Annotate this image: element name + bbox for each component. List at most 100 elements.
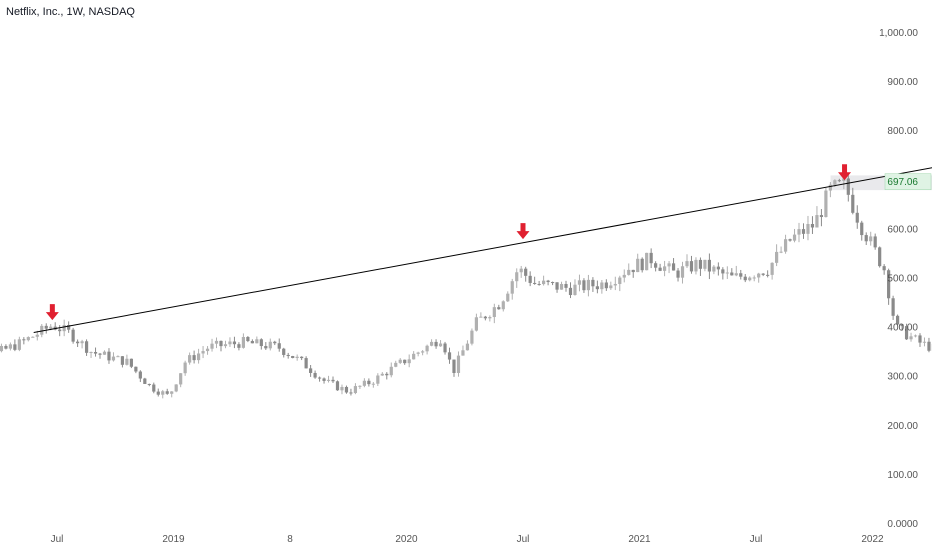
candle-body — [304, 358, 308, 369]
trendline[interactable] — [33, 53, 932, 334]
candle-body — [295, 356, 299, 359]
candle-body — [752, 277, 756, 279]
candle-body — [882, 266, 886, 271]
candle-body — [4, 345, 8, 349]
down-arrow-icon — [45, 304, 59, 321]
y-tick-label: 0.0000 — [887, 519, 918, 530]
candle-body — [192, 355, 196, 361]
candle-body — [398, 359, 402, 363]
candle-body — [429, 341, 434, 346]
candle-body — [828, 184, 832, 191]
candle-body — [210, 343, 214, 349]
candle-body — [380, 373, 384, 376]
candle-body — [394, 362, 398, 367]
candle-body — [577, 280, 582, 285]
candle-body — [353, 386, 358, 394]
candle-body — [17, 339, 21, 350]
candle-body — [846, 178, 850, 195]
candle-body — [662, 266, 667, 271]
candle-body — [564, 283, 568, 288]
candle-body — [425, 345, 429, 352]
candle-body — [264, 346, 268, 349]
y-axis: 0.0000 100.00 200.00 300.00 400.00 500.00 600.… — [879, 28, 932, 530]
x-axis: Jul201982020Jul2021Jul2022Jul2023Jul2024… — [51, 534, 884, 545]
candle-body — [26, 337, 30, 341]
down-arrow-icon — [516, 223, 530, 240]
candle-body — [833, 180, 837, 185]
candle-body — [797, 229, 801, 235]
candle-body — [89, 352, 93, 354]
candle-body — [792, 234, 797, 241]
candle-body — [170, 391, 174, 394]
candle-body — [322, 378, 326, 381]
candle-body — [761, 273, 765, 275]
candle-body — [900, 324, 904, 327]
x-tick-label: Jul — [750, 534, 763, 545]
candle-body — [183, 362, 187, 374]
candle-body — [748, 277, 752, 281]
candle-body — [219, 340, 223, 347]
candle-body — [35, 334, 39, 337]
candle-body — [152, 384, 156, 392]
candle-body — [416, 352, 420, 354]
marker-layer — [45, 164, 852, 321]
candle-body — [501, 301, 505, 310]
candle-body — [8, 344, 12, 349]
y-tick-label: 800.00 — [887, 126, 918, 137]
candle-body — [837, 180, 841, 182]
candle-body — [237, 344, 241, 348]
y-tick-label: 500.00 — [887, 274, 918, 285]
candle-body — [174, 384, 178, 392]
candle-body — [775, 251, 779, 263]
candle-body — [71, 329, 75, 342]
candle-body — [134, 366, 138, 372]
candle-body — [743, 276, 747, 281]
x-tick-label: 2020 — [395, 534, 418, 545]
candle-body — [667, 263, 671, 267]
candle-layer — [0, 170, 932, 399]
candle-body — [479, 316, 483, 318]
candle-body — [568, 287, 573, 296]
candle-body — [300, 356, 304, 359]
candle-body — [241, 336, 245, 348]
candle-body — [84, 341, 89, 353]
candle-body — [179, 373, 183, 385]
candle-body — [93, 352, 98, 354]
candle-body — [649, 252, 653, 264]
candle-body — [456, 355, 461, 373]
candle-body — [824, 190, 828, 218]
candle-body — [842, 178, 846, 181]
candle-body — [698, 259, 703, 269]
candle-body — [205, 348, 210, 352]
candle-body — [156, 391, 160, 395]
candle-body — [317, 377, 322, 379]
candle-body — [277, 343, 281, 349]
candle-body — [869, 236, 873, 242]
line-layer: Rising resistanceHigher lows after botto… — [33, 53, 932, 334]
candle-body — [546, 280, 550, 283]
candle-body — [488, 317, 492, 319]
candle-body — [120, 356, 125, 365]
candle-body — [259, 339, 263, 347]
candle-body — [421, 351, 425, 353]
candle-body — [44, 325, 48, 329]
candle-body — [591, 279, 595, 287]
x-tick-label: Jul — [517, 534, 530, 545]
candle-body — [716, 266, 720, 270]
candle-body — [783, 239, 788, 252]
candle-body — [537, 283, 541, 285]
candle-body — [268, 341, 272, 349]
candle-body — [689, 261, 694, 272]
candle-body — [116, 356, 120, 358]
candle-body — [533, 282, 537, 284]
candle-body — [913, 335, 918, 337]
chart-title: Netflix, Inc., 1W, NASDAQ — [6, 6, 135, 18]
y-tick-label: 400.00 — [887, 323, 918, 334]
candle-body — [721, 269, 725, 274]
candle-body — [143, 378, 147, 384]
candle-body — [223, 344, 228, 347]
x-tick-label: 8 — [287, 534, 293, 545]
candle-body — [631, 269, 635, 273]
candle-body — [864, 235, 868, 242]
